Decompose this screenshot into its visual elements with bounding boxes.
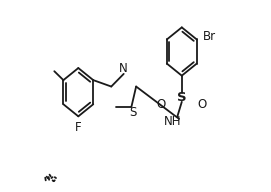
Text: O: O: [198, 98, 207, 111]
Text: N: N: [118, 62, 127, 75]
Text: F: F: [75, 121, 82, 134]
Text: S: S: [130, 106, 137, 119]
Text: O: O: [157, 98, 166, 111]
Text: NH: NH: [164, 115, 182, 128]
Text: Br: Br: [203, 30, 216, 43]
Text: S: S: [177, 91, 187, 104]
